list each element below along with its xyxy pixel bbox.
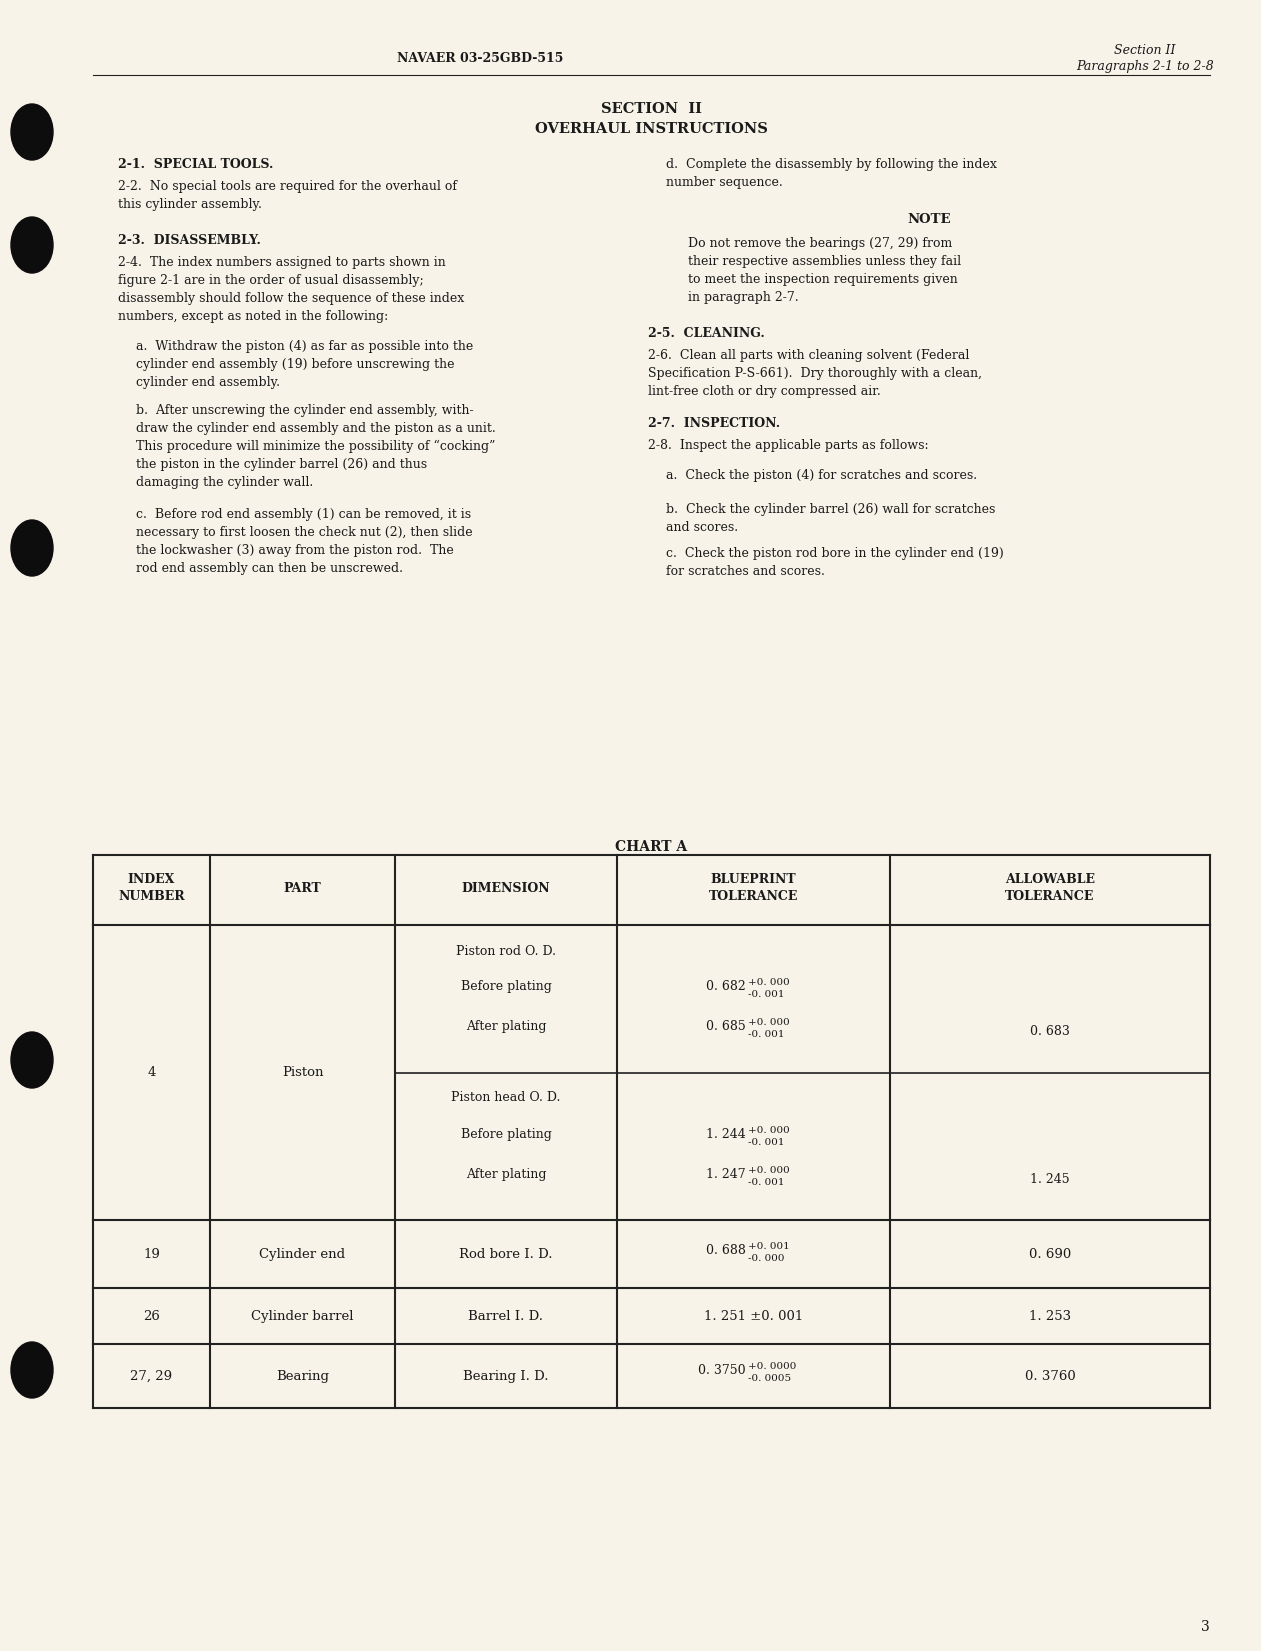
- Text: -0. 001: -0. 001: [749, 1138, 786, 1147]
- Text: 2-4.  The index numbers assigned to parts shown in
figure 2-1 are in the order o: 2-4. The index numbers assigned to parts…: [119, 256, 464, 324]
- Text: SECTION  II: SECTION II: [600, 102, 701, 116]
- Text: b.  After unscrewing the cylinder end assembly, with-
draw the cylinder end asse: b. After unscrewing the cylinder end ass…: [136, 404, 496, 489]
- Text: -0. 000: -0. 000: [749, 1255, 786, 1263]
- Text: 1. 251 ±0. 001: 1. 251 ±0. 001: [704, 1309, 803, 1322]
- Text: c.  Check the piston rod bore in the cylinder end (19)
for scratches and scores.: c. Check the piston rod bore in the cyli…: [666, 546, 1004, 578]
- Text: c.  Before rod end assembly (1) can be removed, it is
necessary to first loosen : c. Before rod end assembly (1) can be re…: [136, 509, 473, 575]
- Text: 0. 685: 0. 685: [706, 1020, 745, 1034]
- Text: +0. 001: +0. 001: [749, 1242, 791, 1251]
- Text: a.  Withdraw the piston (4) as far as possible into the
cylinder end assembly (1: a. Withdraw the piston (4) as far as pos…: [136, 340, 473, 390]
- Text: Before plating: Before plating: [460, 981, 551, 992]
- Text: -0. 0005: -0. 0005: [749, 1374, 792, 1384]
- Text: 2-8.  Inspect the applicable parts as follows:: 2-8. Inspect the applicable parts as fol…: [648, 439, 928, 452]
- Text: CHART A: CHART A: [615, 840, 687, 854]
- Text: Rod bore I. D.: Rod bore I. D.: [459, 1248, 552, 1260]
- Text: 0. 3760: 0. 3760: [1025, 1369, 1076, 1382]
- Text: +0. 000: +0. 000: [749, 1126, 791, 1134]
- Text: 0. 682: 0. 682: [706, 981, 745, 992]
- Text: Bearing I. D.: Bearing I. D.: [463, 1369, 549, 1382]
- Text: 4: 4: [148, 1067, 155, 1080]
- Text: 2-5.  CLEANING.: 2-5. CLEANING.: [648, 327, 764, 340]
- Text: INDEX
NUMBER: INDEX NUMBER: [119, 873, 185, 903]
- Text: Cylinder end: Cylinder end: [260, 1248, 346, 1260]
- Text: NAVAER 03-25GBD-515: NAVAER 03-25GBD-515: [397, 51, 564, 64]
- Text: 1. 244: 1. 244: [706, 1128, 745, 1141]
- Text: 3: 3: [1202, 1620, 1211, 1634]
- Text: d.  Complete the disassembly by following the index
number sequence.: d. Complete the disassembly by following…: [666, 158, 997, 188]
- Text: -0. 001: -0. 001: [749, 1030, 786, 1038]
- Text: Piston rod O. D.: Piston rod O. D.: [456, 944, 556, 958]
- Ellipse shape: [11, 1342, 53, 1398]
- Ellipse shape: [11, 520, 53, 576]
- Text: After plating: After plating: [465, 1020, 546, 1034]
- Ellipse shape: [11, 1032, 53, 1088]
- Text: OVERHAUL INSTRUCTIONS: OVERHAUL INSTRUCTIONS: [535, 122, 768, 135]
- Text: 1. 247: 1. 247: [706, 1167, 745, 1180]
- Text: ALLOWABLE
TOLERANCE: ALLOWABLE TOLERANCE: [1005, 873, 1095, 903]
- Ellipse shape: [11, 216, 53, 272]
- Ellipse shape: [11, 104, 53, 160]
- Text: Piston: Piston: [281, 1067, 323, 1080]
- Text: 0. 688: 0. 688: [706, 1243, 745, 1256]
- Text: +0. 000: +0. 000: [749, 1166, 791, 1176]
- Text: 27, 29: 27, 29: [130, 1369, 173, 1382]
- Text: +0. 0000: +0. 0000: [749, 1362, 797, 1370]
- Text: +0. 000: +0. 000: [749, 977, 791, 987]
- Text: 1. 245: 1. 245: [1030, 1172, 1069, 1185]
- Text: 2-7.  INSPECTION.: 2-7. INSPECTION.: [648, 418, 781, 429]
- Text: 0. 3750: 0. 3750: [697, 1364, 745, 1377]
- Text: DIMENSION: DIMENSION: [462, 882, 550, 895]
- Text: Do not remove the bearings (27, 29) from
their respective assemblies unless they: Do not remove the bearings (27, 29) from…: [689, 238, 961, 304]
- Text: Before plating: Before plating: [460, 1128, 551, 1141]
- Text: a.  Check the piston (4) for scratches and scores.: a. Check the piston (4) for scratches an…: [666, 469, 977, 482]
- Text: 0. 683: 0. 683: [1030, 1025, 1069, 1038]
- Text: -0. 001: -0. 001: [749, 991, 786, 999]
- Text: 1. 253: 1. 253: [1029, 1309, 1071, 1322]
- Text: PART: PART: [284, 882, 322, 895]
- Text: 0. 690: 0. 690: [1029, 1248, 1071, 1260]
- Text: Bearing: Bearing: [276, 1369, 329, 1382]
- Text: 2-3.  DISASSEMBLY.: 2-3. DISASSEMBLY.: [119, 234, 261, 248]
- Text: 19: 19: [142, 1248, 160, 1260]
- Text: 2-1.  SPECIAL TOOLS.: 2-1. SPECIAL TOOLS.: [119, 158, 274, 172]
- Text: 2-6.  Clean all parts with cleaning solvent (Federal
Specification P-S-661).  Dr: 2-6. Clean all parts with cleaning solve…: [648, 348, 982, 398]
- Text: Paragraphs 2-1 to 2-8: Paragraphs 2-1 to 2-8: [1076, 59, 1214, 73]
- Text: Barrel I. D.: Barrel I. D.: [469, 1309, 543, 1322]
- Text: 2-2.  No special tools are required for the overhaul of
this cylinder assembly.: 2-2. No special tools are required for t…: [119, 180, 456, 211]
- Text: -0. 001: -0. 001: [749, 1179, 786, 1187]
- Text: NOTE: NOTE: [907, 213, 951, 226]
- Text: +0. 000: +0. 000: [749, 1019, 791, 1027]
- Text: BLUEPRINT
TOLERANCE: BLUEPRINT TOLERANCE: [709, 873, 798, 903]
- Text: After plating: After plating: [465, 1167, 546, 1180]
- Text: Section II: Section II: [1115, 45, 1175, 58]
- Text: Cylinder barrel: Cylinder barrel: [251, 1309, 354, 1322]
- Text: b.  Check the cylinder barrel (26) wall for scratches
and scores.: b. Check the cylinder barrel (26) wall f…: [666, 504, 995, 533]
- Text: 26: 26: [142, 1309, 160, 1322]
- Text: Piston head O. D.: Piston head O. D.: [451, 1091, 561, 1105]
